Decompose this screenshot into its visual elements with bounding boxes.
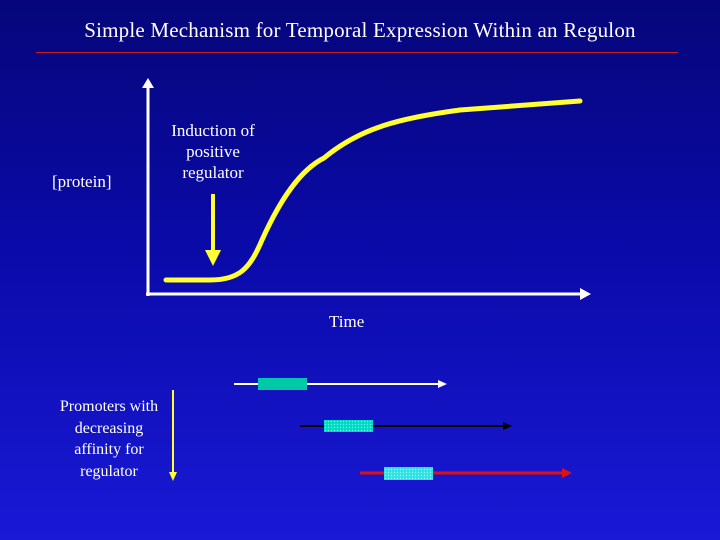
induction-arrowhead bbox=[205, 250, 221, 266]
gene-arrowhead-3 bbox=[562, 468, 572, 478]
gene-arrowhead-1 bbox=[438, 380, 447, 388]
induction-annotation: Induction of positive regulator bbox=[150, 120, 276, 183]
promoter-box-1 bbox=[258, 378, 307, 390]
promoter-box-3 bbox=[384, 467, 433, 480]
promoters-label-line: Promoters with bbox=[59, 398, 159, 415]
promoters-label: Promoters with decreasing affinity for r… bbox=[48, 396, 170, 482]
induction-annotation-line: positive bbox=[186, 142, 240, 161]
protein-curve bbox=[163, 98, 583, 283]
promoters-label-line: decreasing bbox=[74, 419, 144, 437]
promoter-box-2 bbox=[324, 420, 373, 432]
promoters-arrowhead bbox=[169, 472, 177, 481]
y-axis-label: [protein] bbox=[52, 172, 112, 191]
title-divider bbox=[36, 52, 678, 53]
x-axis-label: Time bbox=[329, 312, 365, 331]
x-axis-arrowhead bbox=[580, 288, 591, 300]
gene-arrowhead-2 bbox=[503, 422, 512, 430]
slide-title: Simple Mechanism for Temporal Expression… bbox=[84, 18, 636, 42]
induction-annotation-line: Induction of bbox=[171, 121, 255, 140]
y-axis-arrowhead bbox=[142, 78, 154, 88]
promoters-label-line: affinity for bbox=[74, 441, 144, 458]
promoters-label-line: regulator bbox=[80, 462, 138, 480]
induction-annotation-line: regulator bbox=[182, 163, 244, 182]
